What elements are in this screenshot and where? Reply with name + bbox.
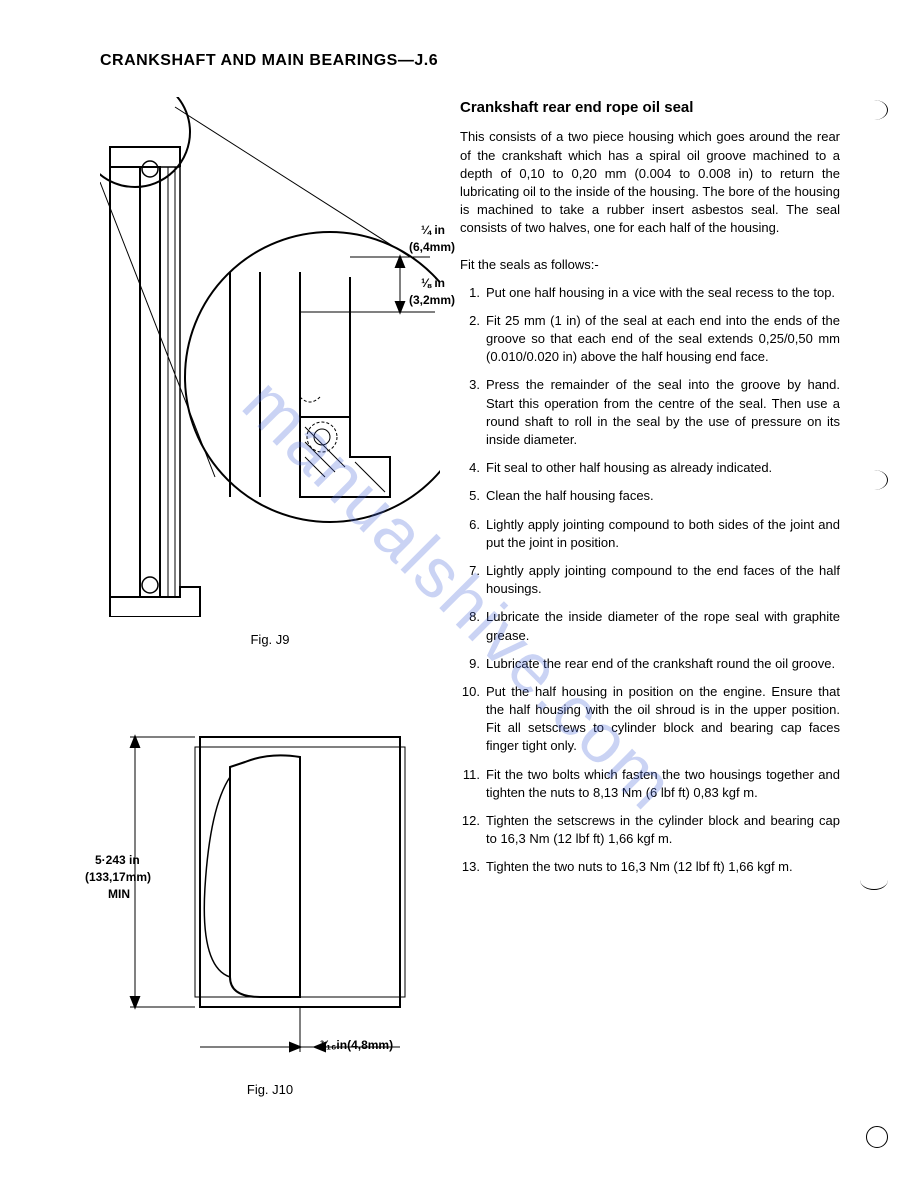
page-header: CRANKSHAFT AND MAIN BEARINGS—J.6 <box>100 50 878 72</box>
figures-column: ¼ in (6,4mm) ⅛ in (3,2mm) Fig. J9 <box>100 97 440 1097</box>
intro-paragraph: This consists of a two piece housing whi… <box>460 128 840 237</box>
dim-quarter-mm: (6,4mm) <box>409 239 455 256</box>
step-text: Tighten the setscrews in the cylinder bl… <box>486 812 840 848</box>
step-number: 6. <box>460 516 486 552</box>
page-arc-2 <box>860 470 888 490</box>
step-item: 13.Tighten the two nuts to 16,3 Nm (12 l… <box>460 858 840 876</box>
step-text: Clean the half housing faces. <box>486 487 840 505</box>
step-text: Fit 25 mm (1 in) of the seal at each end… <box>486 312 840 367</box>
step-item: 6.Lightly apply jointing compound to bot… <box>460 516 840 552</box>
main-content: ¼ in (6,4mm) ⅛ in (3,2mm) Fig. J9 <box>100 97 878 1097</box>
page-arc-4 <box>866 1126 888 1148</box>
section-title: Crankshaft rear end rope oil seal <box>460 97 840 118</box>
step-text: Lightly apply jointing compound to both … <box>486 516 840 552</box>
dim-height-mm: (133,17mm) <box>85 869 151 886</box>
step-number: 8. <box>460 608 486 644</box>
step-item: 9.Lubricate the rear end of the cranksha… <box>460 655 840 673</box>
page-arc-1 <box>860 100 888 120</box>
step-number: 3. <box>460 376 486 449</box>
step-item: 1.Put one half housing in a vice with th… <box>460 284 840 302</box>
figure-j9-drawing <box>100 97 440 617</box>
step-text: Fit seal to other half housing as alread… <box>486 459 840 477</box>
page-arc-3 <box>860 870 888 890</box>
step-number: 13. <box>460 858 486 876</box>
dim-height-min: MIN <box>108 886 130 903</box>
step-number: 1. <box>460 284 486 302</box>
figure-j9-caption: Fig. J9 <box>100 631 440 649</box>
dim-eighth-mm: (3,2mm) <box>409 292 455 309</box>
step-number: 11. <box>460 766 486 802</box>
dim-eighth-in: ⅛ in <box>421 275 445 292</box>
step-item: 5.Clean the half housing faces. <box>460 487 840 505</box>
step-number: 10. <box>460 683 486 756</box>
step-list: 1.Put one half housing in a vice with th… <box>460 284 840 877</box>
step-text: Put one half housing in a vice with the … <box>486 284 840 302</box>
step-number: 4. <box>460 459 486 477</box>
step-number: 2. <box>460 312 486 367</box>
step-item: 11.Fit the two bolts which fasten the tw… <box>460 766 840 802</box>
step-text: Press the remainder of the seal into the… <box>486 376 840 449</box>
step-item: 7.Lightly apply jointing compound to the… <box>460 562 840 598</box>
fit-intro: Fit the seals as follows:- <box>460 256 840 274</box>
step-text: Tighten the two nuts to 16,3 Nm (12 lbf … <box>486 858 840 876</box>
step-item: 8.Lubricate the inside diameter of the r… <box>460 608 840 644</box>
step-item: 3.Press the remainder of the seal into t… <box>460 376 840 449</box>
step-number: 12. <box>460 812 486 848</box>
figure-j9: ¼ in (6,4mm) ⅛ in (3,2mm) Fig. J9 <box>100 97 440 637</box>
step-item: 2.Fit 25 mm (1 in) of the seal at each e… <box>460 312 840 367</box>
text-column: Crankshaft rear end rope oil seal This c… <box>460 97 840 1097</box>
step-text: Fit the two bolts which fasten the two h… <box>486 766 840 802</box>
step-text: Lubricate the rear end of the crankshaft… <box>486 655 840 673</box>
step-number: 5. <box>460 487 486 505</box>
step-number: 9. <box>460 655 486 673</box>
dim-quarter-in: ¼ in <box>421 222 445 239</box>
dim-height-in: 5·243 in <box>95 852 140 869</box>
step-text: Put the half housing in position on the … <box>486 683 840 756</box>
figure-j10: 5·243 in (133,17mm) MIN ³⁄₁₆in(4,8mm) Fi… <box>100 697 440 1097</box>
figure-j10-caption: Fig. J10 <box>100 1081 440 1099</box>
step-item: 10.Put the half housing in position on t… <box>460 683 840 756</box>
step-item: 4.Fit seal to other half housing as alre… <box>460 459 840 477</box>
step-text: Lubricate the inside diameter of the rop… <box>486 608 840 644</box>
step-item: 12.Tighten the setscrews in the cylinder… <box>460 812 840 848</box>
dim-width: ³⁄₁₆in(4,8mm) <box>320 1037 393 1054</box>
step-text: Lightly apply jointing compound to the e… <box>486 562 840 598</box>
step-number: 7. <box>460 562 486 598</box>
